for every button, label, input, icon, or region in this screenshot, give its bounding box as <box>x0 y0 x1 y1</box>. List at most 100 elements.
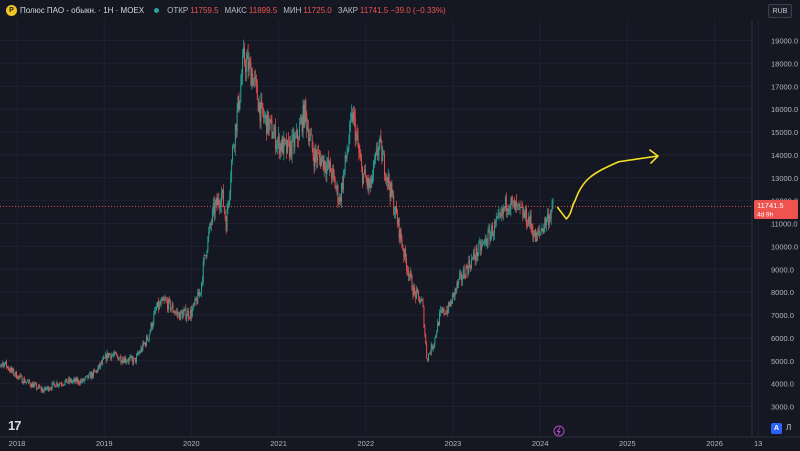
candle-body <box>294 137 296 148</box>
candle-body <box>186 316 188 319</box>
y-tick-label: 16000.0 <box>771 105 798 114</box>
candle-body <box>92 372 93 377</box>
candle-body <box>433 344 435 347</box>
candle-body <box>345 155 347 159</box>
candle-body <box>407 270 409 277</box>
candle-body <box>123 359 125 363</box>
candle-body <box>202 261 204 282</box>
candle-body <box>457 282 459 285</box>
candle-body <box>469 260 471 267</box>
candle-body <box>333 172 335 179</box>
candle-body <box>91 372 93 379</box>
candle-body <box>233 146 235 148</box>
candle-body <box>406 269 408 271</box>
candle-body <box>392 195 394 196</box>
candle-body <box>371 176 373 184</box>
candle-body <box>103 357 105 359</box>
candle-body <box>369 185 371 188</box>
candle-body <box>146 336 148 341</box>
candle-body <box>37 388 38 389</box>
candle-body <box>303 105 305 126</box>
candle-body <box>254 76 255 80</box>
forecast-arrow-head <box>649 149 659 164</box>
currency-button[interactable]: RUB <box>768 4 792 18</box>
candle-body <box>365 177 367 180</box>
candle-body <box>509 209 511 211</box>
candle-body <box>348 141 350 149</box>
candle-body <box>250 62 252 86</box>
candle-body <box>384 154 385 176</box>
candle-body <box>372 175 374 184</box>
candle-body <box>48 389 50 391</box>
candle-body <box>1 364 3 366</box>
x-tick-label: 2021 <box>270 439 287 448</box>
candle-body <box>85 376 87 378</box>
candle-body <box>222 189 224 207</box>
candle-body <box>490 233 492 241</box>
candle-body <box>316 155 318 161</box>
candle-body <box>275 126 277 149</box>
candle-body <box>388 174 390 187</box>
candle-body <box>387 174 389 183</box>
candle-body <box>423 306 425 327</box>
candle-body <box>395 206 396 214</box>
open-label: ОТКР <box>167 5 189 15</box>
candle-body <box>326 164 328 174</box>
candle-body <box>99 364 101 367</box>
candle-body <box>493 222 495 234</box>
candle-body <box>112 355 114 357</box>
candle-body <box>331 168 333 179</box>
candle-body <box>403 249 405 257</box>
open-value: 11759.5 <box>190 5 219 15</box>
candle-body <box>71 381 73 383</box>
candle-body <box>488 229 490 231</box>
candle-body <box>220 205 222 208</box>
candle-body <box>11 367 13 372</box>
candle-body <box>479 242 481 244</box>
candle-body <box>120 356 122 363</box>
candle-body <box>40 387 42 391</box>
candle-body <box>124 357 126 362</box>
candle-body <box>253 79 255 86</box>
candle-body <box>428 353 429 360</box>
candle-body <box>7 366 9 370</box>
candle-body <box>260 100 262 122</box>
candle-body <box>15 371 17 375</box>
lightning-icon[interactable] <box>553 425 565 437</box>
candle-body <box>134 358 136 359</box>
candle-body <box>518 203 520 205</box>
candle-body <box>44 386 46 391</box>
close-label: ЗАКР <box>337 5 358 15</box>
candle-body <box>329 161 331 168</box>
candle-body <box>346 153 348 159</box>
candle-body <box>431 344 433 350</box>
candle-body <box>402 246 404 250</box>
candle-body <box>113 352 115 355</box>
auto-scale-button[interactable]: A <box>771 423 782 434</box>
candle-body <box>430 344 432 354</box>
log-scale-button[interactable]: Л <box>786 423 792 432</box>
candle-body <box>337 185 339 202</box>
candle-body <box>194 298 196 305</box>
candle-body <box>434 337 436 345</box>
candle-body <box>225 218 227 232</box>
y-tick-label: 15000.0 <box>771 128 798 137</box>
candle-body <box>482 241 484 243</box>
candle-body <box>421 299 423 301</box>
tradingview-logo[interactable]: 17 <box>8 418 22 433</box>
candle-body <box>227 205 229 209</box>
candle-body <box>262 103 264 114</box>
candle-body <box>548 216 550 225</box>
candle-body <box>122 359 124 363</box>
candle-body <box>383 154 385 156</box>
y-tick-label: 14000.0 <box>771 151 798 160</box>
candle-body <box>214 203 216 215</box>
candle-body <box>140 347 142 353</box>
candle-body <box>35 383 37 385</box>
symbol-title[interactable]: Полюс ПАО - обыкн. · 1Н · MOEX <box>20 5 145 15</box>
candle-body <box>545 218 547 226</box>
candle-body <box>16 371 17 379</box>
candle-body <box>456 282 458 290</box>
candle-body <box>327 159 329 165</box>
